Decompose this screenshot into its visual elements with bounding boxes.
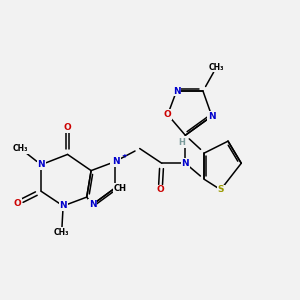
Text: +: + — [121, 154, 127, 160]
Text: N: N — [208, 112, 216, 121]
Text: O: O — [164, 110, 172, 119]
Text: N: N — [182, 159, 189, 168]
Text: O: O — [64, 123, 71, 132]
Text: N: N — [111, 157, 118, 166]
Text: CH₃: CH₃ — [54, 228, 69, 237]
Text: CH₃: CH₃ — [208, 63, 224, 72]
Text: CH: CH — [113, 184, 127, 193]
Text: N: N — [59, 201, 67, 210]
Text: O: O — [14, 199, 21, 208]
Text: N: N — [37, 160, 45, 169]
Text: N: N — [112, 157, 120, 166]
Text: N: N — [89, 200, 96, 209]
Text: S: S — [218, 185, 224, 194]
Text: H: H — [178, 138, 185, 147]
Text: O: O — [156, 185, 164, 194]
Text: N: N — [173, 87, 180, 96]
Text: CH₃: CH₃ — [13, 144, 28, 153]
